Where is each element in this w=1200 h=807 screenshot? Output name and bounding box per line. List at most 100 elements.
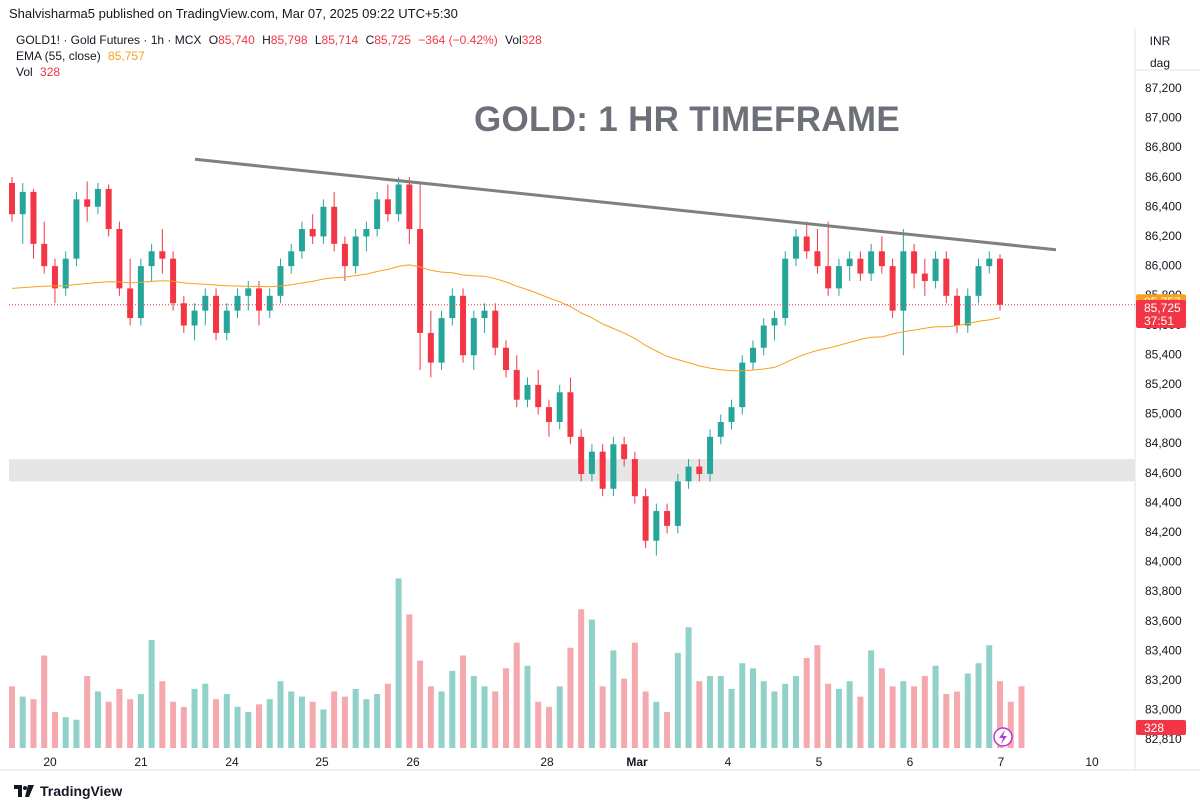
candle [814,229,821,274]
volume-bar [578,609,585,748]
volume-bar [363,699,370,748]
scale-mode-label[interactable]: dag [1149,56,1171,70]
candle [105,184,112,237]
time-tick: 28 [540,755,554,769]
candle [556,384,563,430]
volume-bar [234,706,241,748]
candle [932,251,939,289]
price-tick: 86,000 [1145,259,1182,273]
candle [588,444,595,482]
time-tick: 10 [1085,755,1099,769]
candle [309,214,316,244]
candle [921,258,928,296]
ema-row[interactable]: EMA (55, close) 85,757 [16,48,542,64]
trendline [194,157,1057,252]
volume-bar [288,691,295,748]
candle [470,310,477,371]
candle [363,221,370,252]
close-value: 85,725 [374,33,411,47]
volume-bar [1007,701,1014,748]
volume-bar [857,696,864,748]
currency-label[interactable]: INR [1149,34,1171,48]
time-axis[interactable]: 20 21 24 25 26 28 Mar 4 5 6 7 10 [43,755,1099,769]
candle [578,429,585,482]
candle [524,377,531,408]
candle [631,451,638,504]
symbol-name[interactable]: GOLD1! · Gold Futures · 1h · MCX [16,33,202,47]
volume-bar [674,652,681,748]
price-tick: 84,200 [1145,525,1182,539]
candle [513,355,520,408]
price-tick: 82,810 [1145,732,1182,746]
volume-bar [954,691,961,748]
volume-bar [148,640,155,748]
volume-bar [503,668,509,748]
volume-bar [556,686,563,748]
volume-bar [427,686,434,748]
volume-bar [84,676,91,748]
candle [846,251,853,281]
time-tick: 25 [315,755,329,769]
vol-indicator-label: Vol [16,65,33,79]
candle [30,188,37,259]
volume-bar [921,676,928,748]
candle [127,258,134,326]
candle [835,258,842,296]
price-tick: 83,200 [1145,673,1182,687]
volume-bar [771,691,778,748]
time-tick: 21 [134,755,148,769]
time-tick: 7 [998,755,1005,769]
candle [696,459,703,482]
candlesticks [9,177,1003,556]
candle [707,429,714,482]
candle [245,280,252,311]
footer-brand-text: TradingView [40,783,123,799]
candle [782,251,789,326]
candle [234,288,241,319]
symbol-row[interactable]: GOLD1! · Gold Futures · 1h · MCX O85,740… [16,32,542,48]
currency-box[interactable]: INR dag [1137,30,1183,74]
volume-bars [9,578,1025,748]
candle [460,288,467,363]
price-tick: 83,000 [1145,703,1182,717]
volume-bar [825,683,832,748]
chart-legend[interactable]: GOLD1! · Gold Futures · 1h · MCX O85,740… [16,32,542,80]
ema-line [11,264,1001,372]
volume-bar [717,676,724,748]
volume-bar [750,668,756,748]
candle [341,236,348,281]
volume-bar [438,691,445,748]
candle [449,288,456,326]
price-tick: 83,800 [1145,584,1182,598]
volume-bar [449,670,456,748]
footer-brand[interactable]: TradingView [14,783,122,799]
volume-bar [191,688,198,748]
volume-bar [900,681,907,748]
price-axis[interactable]: 87,200 87,000 86,800 86,600 86,400 86,200 86,0… [1145,81,1182,746]
time-tick: 26 [406,755,420,769]
volume-bar [932,665,939,748]
vol-row[interactable]: Vol 328 [16,64,542,80]
volume-bar [545,706,552,748]
bolt-icon[interactable] [993,727,1013,747]
candle [73,191,80,267]
low-value: 85,714 [321,33,359,47]
volume-bar [298,696,305,748]
low-label: L [314,33,322,47]
volume-bar [846,681,853,748]
candle [771,310,778,341]
volume-bar [685,627,692,748]
candle [503,340,509,378]
candle [492,303,499,356]
candle [9,177,15,222]
candle [406,177,413,244]
volume-bar [320,709,327,748]
volume-bar [127,699,134,748]
price-tick: 85,000 [1145,407,1182,421]
volume-bar [814,645,821,748]
volume-bar [964,673,971,748]
candle [545,399,552,437]
time-tick: 6 [907,755,914,769]
svg-text:85,725: 85,725 [1144,301,1181,315]
